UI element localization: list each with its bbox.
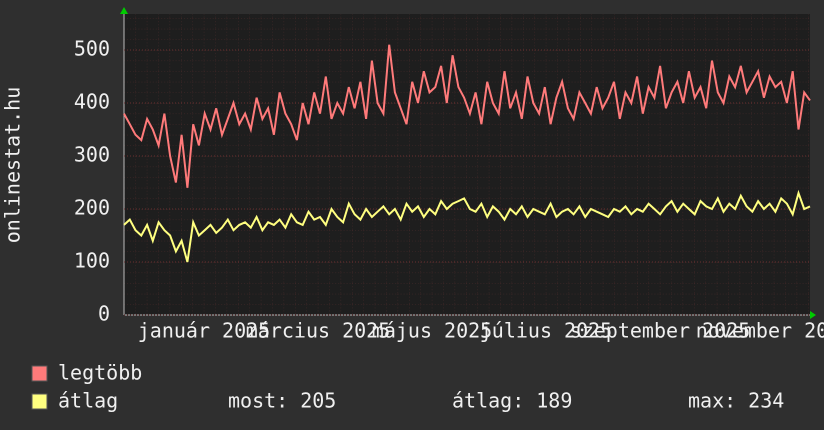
y-arrow [120,7,128,14]
stat-label: most: [228,389,288,413]
legend-label: átlag [58,389,118,413]
minor-grid [124,14,810,315]
x-tick-label: május 2025 [372,319,492,343]
x-tick-label: március 2025 [246,319,391,343]
stat-label: átlag: [452,389,524,413]
x-tick-label: november 2025 [696,319,824,343]
stat-value: 189 [536,389,572,413]
x-tick-label: július 2025 [480,319,612,343]
series-line [123,44,811,188]
stat-value: 234 [748,389,784,413]
y-tick-label: 400 [74,90,110,114]
y-tick-label: 200 [74,196,110,220]
y-tick-label: 300 [74,143,110,167]
legend-swatch [31,393,48,410]
legend-label: legtöbb [58,361,142,385]
stat-label: max: [688,389,736,413]
x-tick-label: szeptember 2025 [570,319,751,343]
y-tick-label: 100 [74,249,110,273]
x-arrow [810,311,816,319]
y-axis-label: onlinestat.hu [1,87,25,244]
series-line [123,189,811,263]
x-tick-label: január 2025 [138,319,270,343]
stat-value: 205 [300,389,336,413]
y-tick-label: 0 [98,302,110,326]
legend-swatch [31,365,48,382]
y-tick-label: 500 [74,37,110,61]
